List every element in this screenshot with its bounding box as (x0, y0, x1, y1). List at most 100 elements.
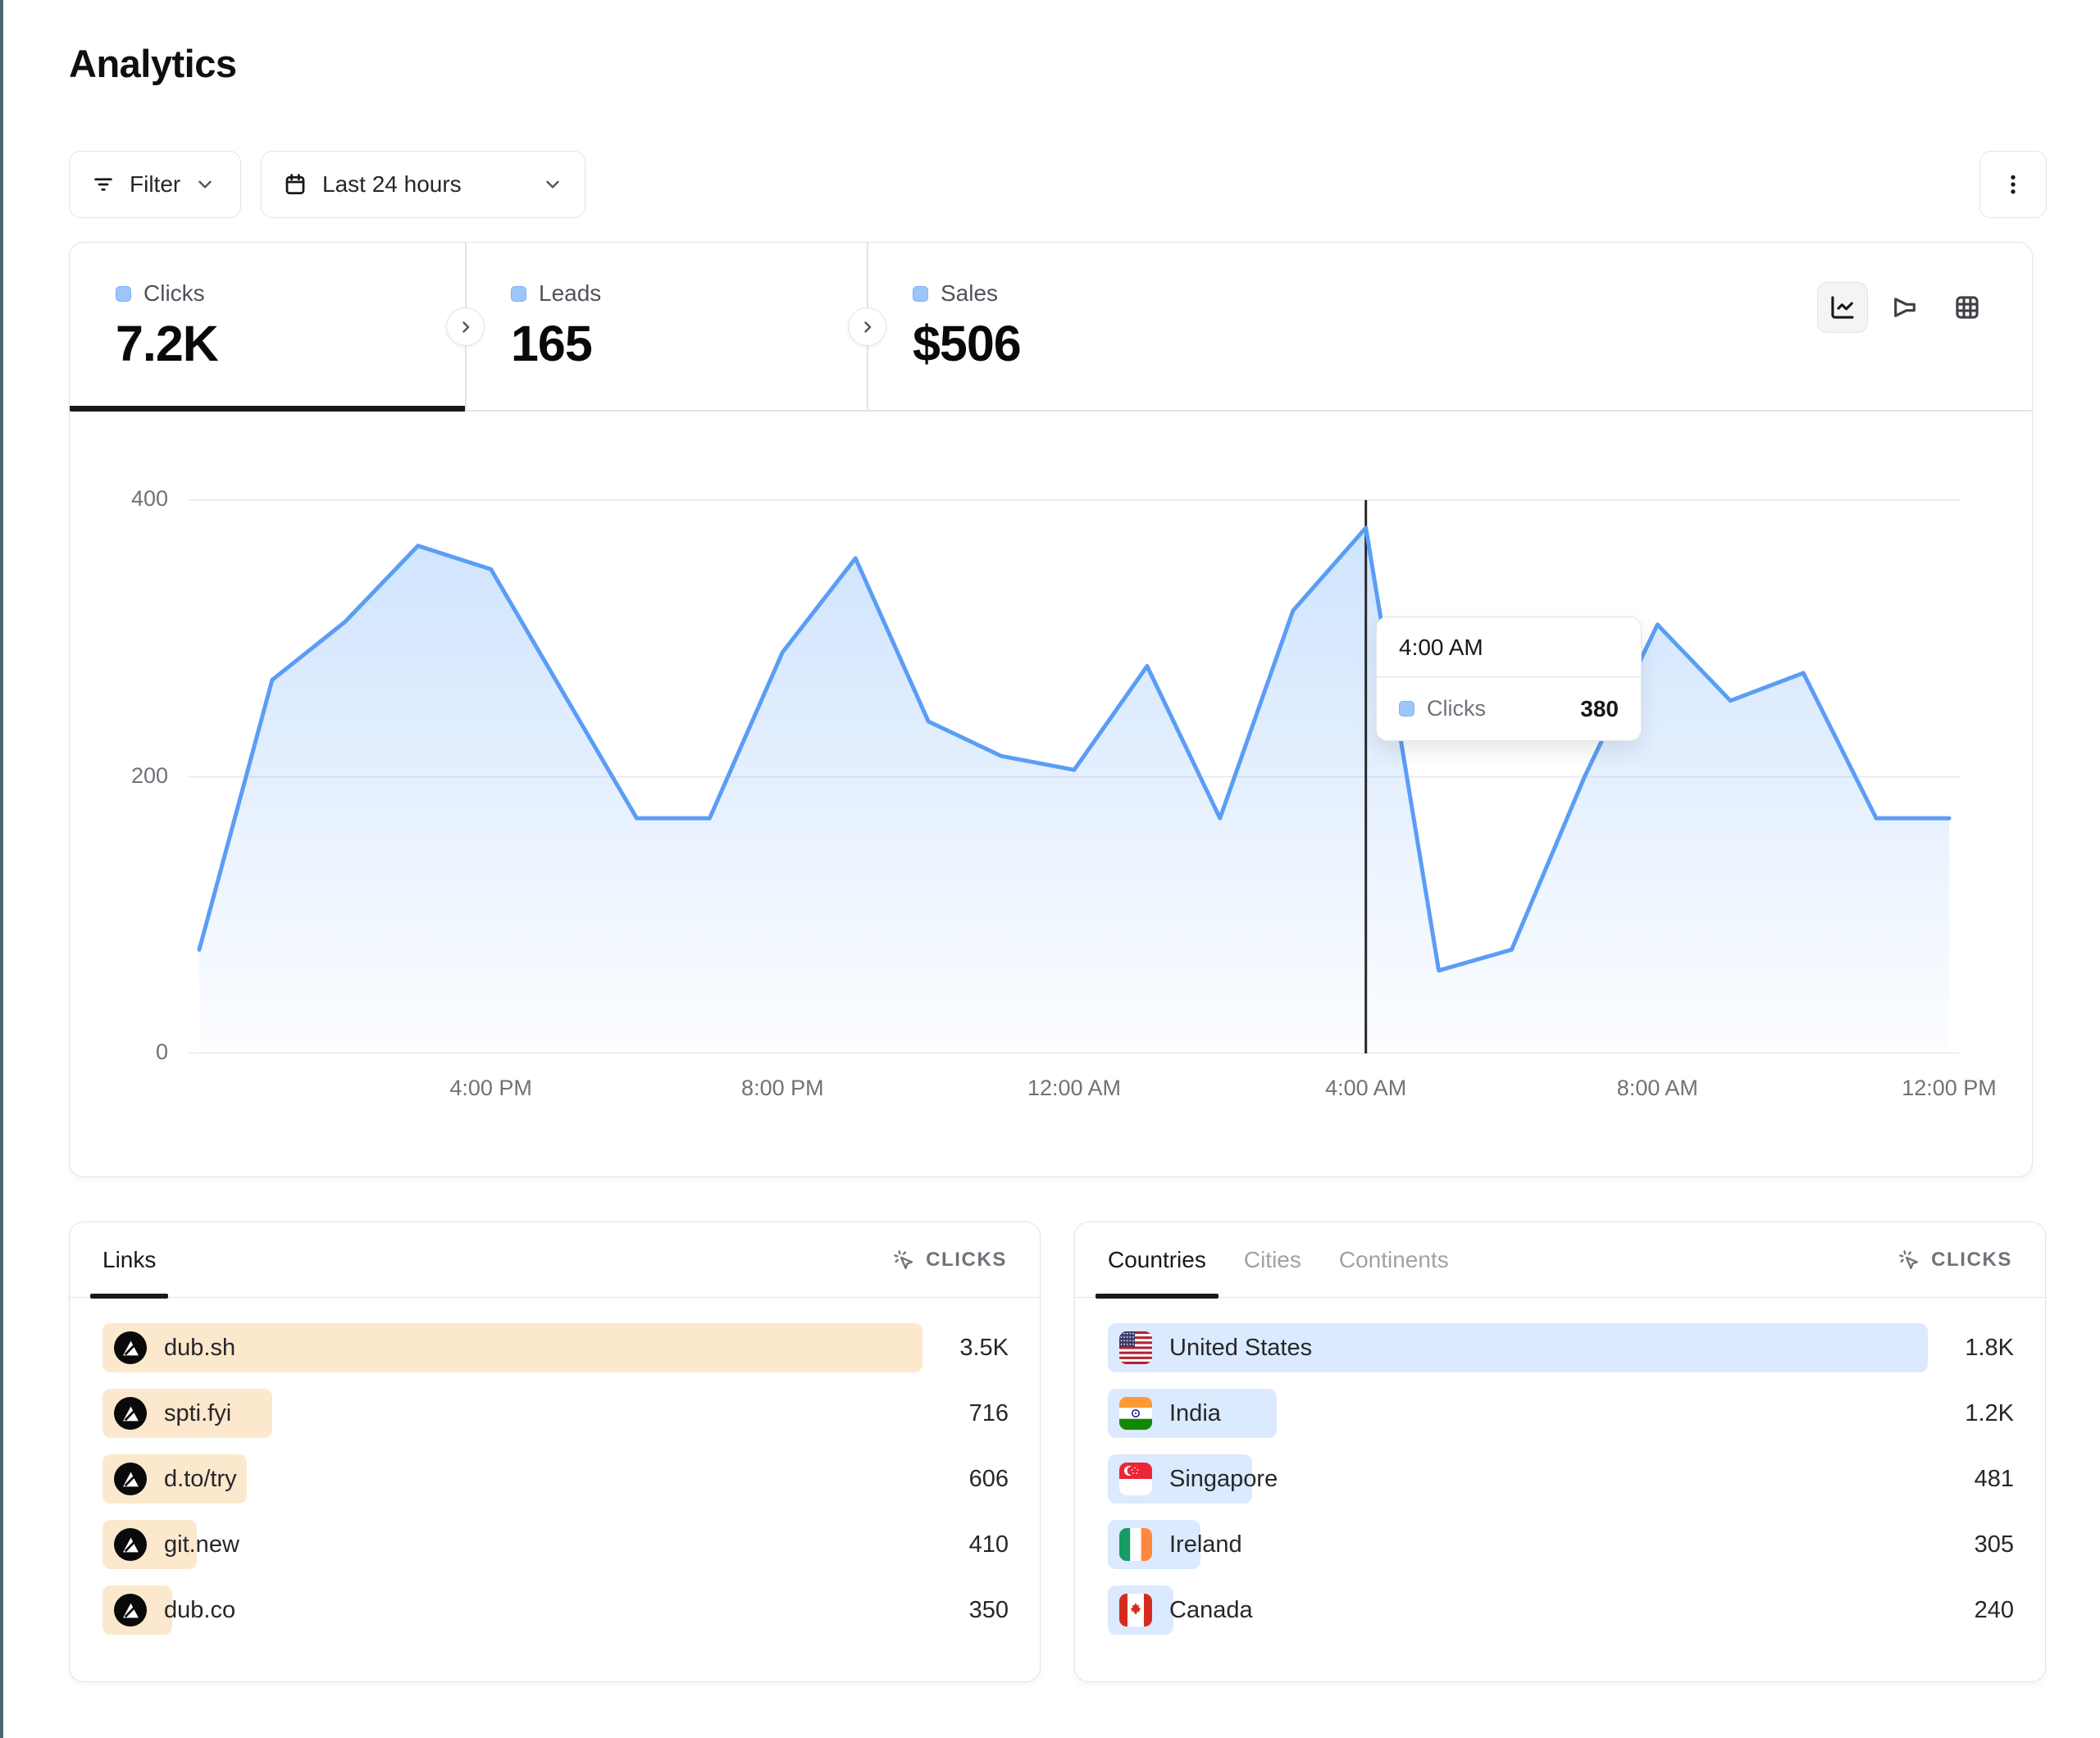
cursor-click-icon (1899, 1249, 1919, 1269)
dub-logo-avatar (114, 1397, 147, 1430)
date-range-button[interactable]: Last 24 hours (261, 151, 585, 218)
dub-logo-avatar (114, 1463, 147, 1495)
table-view-toggle[interactable] (1942, 282, 1993, 333)
chart-tooltip: 4:00 AM Clicks 380 (1376, 616, 1642, 741)
expand-clicks-leads-button[interactable] (446, 307, 485, 346)
value-bar (1108, 1323, 1928, 1372)
kebab-menu-icon (2011, 175, 2016, 194)
stats-divider (70, 410, 2032, 412)
list-item[interactable]: dub.sh 3.5K (102, 1323, 1009, 1372)
tooltip-time: 4:00 AM (1399, 635, 1483, 660)
row-label: Canada (1169, 1596, 1253, 1623)
row-label: India (1169, 1399, 1221, 1426)
chevron-down-icon (198, 180, 212, 189)
flag-icon-sg (1119, 1463, 1152, 1495)
tab-clicks[interactable]: Clicks 7.2K (116, 243, 460, 411)
x-axis-label: 4:00 PM (449, 1076, 532, 1100)
countries-metric-selector[interactable]: CLICKS (1897, 1249, 2012, 1272)
funnel-view-toggle[interactable] (1879, 282, 1930, 333)
calendar-icon (285, 174, 305, 194)
flag-icon-ie (1119, 1528, 1152, 1561)
table-grid-icon (1956, 296, 1979, 319)
x-axis-label: 4:00 AM (1325, 1076, 1407, 1100)
list-item[interactable]: dub.co 350 (102, 1586, 1009, 1635)
row-label: git.new (164, 1531, 239, 1558)
row-value: 410 (968, 1531, 1009, 1558)
row-label: dub.co (164, 1596, 236, 1623)
funnel-chart-icon (1894, 298, 1916, 317)
x-axis-label: 8:00 PM (741, 1076, 824, 1100)
row-value: 606 (968, 1465, 1009, 1492)
expand-leads-sales-button[interactable] (848, 307, 886, 346)
filter-button-label: Filter (130, 171, 181, 197)
row-value: 350 (968, 1596, 1009, 1623)
line-chart-view-toggle[interactable] (1817, 282, 1868, 333)
y-axis-label: 200 (130, 762, 168, 788)
leads-series-marker (511, 285, 526, 302)
tab-links[interactable]: Links (89, 1222, 169, 1299)
row-label: spti.fyi (164, 1399, 232, 1426)
tooltip-divider (1377, 676, 1641, 678)
tab-countries[interactable]: Countries (1096, 1222, 1219, 1299)
stat-value: 7.2K (116, 316, 219, 371)
stat-label: Leads (539, 280, 602, 306)
list-item[interactable]: India 1.2K (1108, 1389, 2014, 1438)
page-title: Analytics (69, 42, 237, 85)
tab-cities[interactable]: Cities (1244, 1222, 1301, 1297)
row-value: 3.5K (959, 1334, 1009, 1361)
list-item[interactable]: Ireland 305 (1108, 1520, 2014, 1569)
countries-panel: Countries Cities Continents CLICKS Unite… (1074, 1222, 2046, 1682)
row-label: Ireland (1169, 1531, 1242, 1558)
chevron-right-icon (863, 321, 871, 333)
row-value: 716 (968, 1399, 1009, 1426)
metric-label: CLICKS (926, 1248, 1007, 1271)
row-value: 305 (1974, 1531, 2014, 1558)
row-label: d.to/try (164, 1465, 237, 1492)
links-panel: Links CLICKS dub.sh 3.5K spti.fyi 71 (69, 1222, 1041, 1682)
row-label: dub.sh (164, 1334, 236, 1361)
tab-leads[interactable]: Leads 165 (511, 243, 855, 411)
list-item[interactable]: Canada 240 (1108, 1586, 2014, 1635)
sales-series-marker (913, 285, 928, 302)
flag-icon-ca (1119, 1594, 1152, 1627)
x-axis-label: 8:00 AM (1616, 1076, 1698, 1100)
list-item[interactable]: United States 1.8K (1108, 1323, 2014, 1372)
more-menu-button[interactable] (1979, 151, 2047, 218)
stat-value: $506 (913, 316, 1022, 371)
window-edge-accent (0, 0, 3, 1738)
dub-logo-avatar (114, 1331, 147, 1364)
row-value: 481 (1974, 1465, 2014, 1492)
stat-value: 165 (511, 316, 593, 371)
stat-label: Sales (941, 280, 999, 306)
tab-continents[interactable]: Continents (1339, 1222, 1449, 1297)
flag-icon-in (1119, 1397, 1152, 1430)
list-item[interactable]: d.to/try 606 (102, 1454, 1009, 1504)
date-range-label: Last 24 hours (322, 171, 462, 197)
row-value: 1.8K (1965, 1334, 2014, 1361)
filter-lines-icon (94, 178, 112, 191)
list-item[interactable]: spti.fyi 716 (102, 1389, 1009, 1438)
tab-sales[interactable]: Sales $506 (913, 243, 1257, 411)
cursor-click-icon (894, 1249, 913, 1269)
active-tab-underline (70, 406, 465, 412)
row-value: 240 (1974, 1596, 2014, 1623)
filter-button[interactable]: Filter (69, 151, 241, 218)
tooltip-series-label: Clicks (1427, 696, 1486, 721)
flag-icon-us (1119, 1331, 1152, 1364)
list-item[interactable]: Singapore 481 (1108, 1454, 2014, 1504)
tooltip-value: 380 (1580, 695, 1619, 721)
list-item[interactable]: git.new 410 (102, 1520, 1009, 1569)
row-label: Singapore (1169, 1465, 1278, 1492)
clicks-timeseries-chart[interactable] (189, 459, 1960, 1053)
links-metric-selector[interactable]: CLICKS (892, 1249, 1007, 1272)
stat-label: Clicks (143, 280, 205, 306)
tab-cities-label: Cities (1243, 1246, 1301, 1272)
x-axis-label: 12:00 PM (1902, 1076, 1997, 1100)
row-label: United States (1169, 1334, 1313, 1361)
tab-links-label: Links (102, 1246, 157, 1272)
dub-logo-avatar (114, 1528, 147, 1561)
value-bar (102, 1323, 922, 1372)
x-axis-label: 12:00 AM (1027, 1076, 1122, 1100)
tab-countries-label: Countries (1108, 1246, 1206, 1272)
clicks-series-marker (1399, 701, 1414, 717)
